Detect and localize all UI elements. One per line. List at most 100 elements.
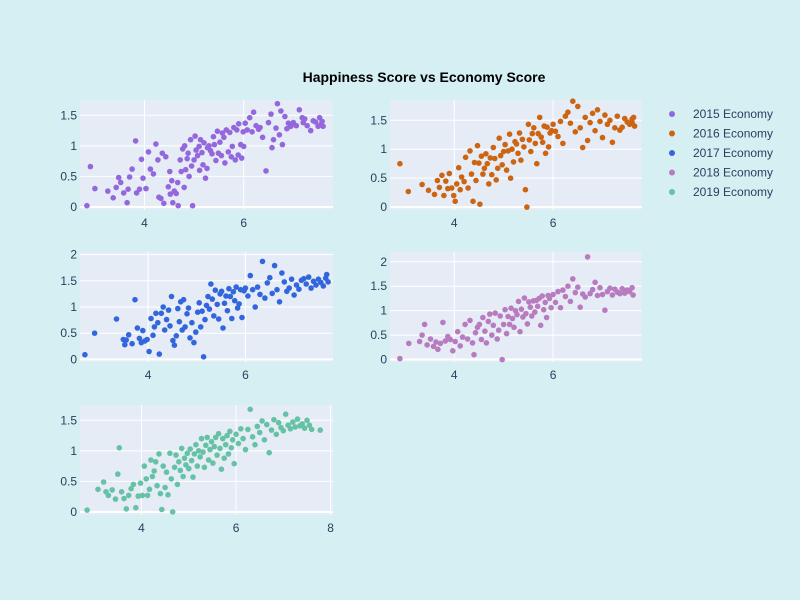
data-point[interactable] — [147, 166, 154, 172]
data-point[interactable] — [397, 355, 403, 362]
data-point[interactable] — [273, 431, 280, 438]
data-point[interactable] — [125, 332, 132, 338]
data-point[interactable] — [467, 148, 473, 154]
data-point[interactable] — [136, 186, 143, 192]
data-point[interactable] — [185, 305, 192, 311]
data-point[interactable] — [191, 339, 197, 346]
data-point[interactable] — [184, 311, 190, 317]
data-point[interactable] — [218, 466, 225, 473]
data-point[interactable] — [570, 276, 576, 282]
data-point[interactable] — [170, 199, 176, 206]
data-point[interactable] — [587, 290, 593, 297]
data-point[interactable] — [176, 318, 183, 325]
data-point[interactable] — [229, 143, 236, 150]
data-point[interactable] — [604, 121, 611, 128]
data-point[interactable] — [150, 332, 156, 339]
data-point[interactable] — [532, 309, 538, 315]
data-point[interactable] — [146, 486, 153, 493]
data-point[interactable] — [526, 137, 533, 143]
data-point[interactable] — [193, 147, 199, 153]
data-point[interactable] — [214, 128, 221, 134]
data-point[interactable] — [228, 154, 235, 160]
data-point[interactable] — [174, 481, 181, 488]
data-point[interactable] — [209, 296, 216, 302]
data-point[interactable] — [177, 467, 184, 474]
data-point[interactable] — [582, 294, 588, 300]
data-point[interactable] — [296, 107, 303, 113]
data-point[interactable] — [282, 113, 288, 120]
data-point[interactable] — [205, 457, 212, 463]
data-point[interactable] — [592, 127, 598, 134]
data-point[interactable] — [91, 330, 98, 337]
data-point[interactable] — [195, 448, 202, 454]
data-point[interactable] — [205, 293, 211, 300]
data-point[interactable] — [524, 321, 531, 327]
data-point[interactable] — [220, 325, 226, 331]
data-point[interactable] — [204, 165, 210, 172]
data-point[interactable] — [193, 441, 199, 448]
data-point[interactable] — [471, 159, 478, 166]
data-point[interactable] — [509, 146, 515, 152]
data-point[interactable] — [499, 356, 506, 363]
data-point[interactable] — [180, 473, 186, 480]
data-point[interactable] — [137, 480, 144, 487]
data-point[interactable] — [629, 284, 635, 291]
data-point[interactable] — [238, 426, 244, 432]
data-point[interactable] — [539, 139, 546, 146]
data-point[interactable] — [185, 150, 191, 156]
data-point[interactable] — [234, 127, 240, 133]
data-point[interactable] — [153, 310, 159, 317]
data-point[interactable] — [526, 299, 532, 305]
data-point[interactable] — [203, 442, 209, 449]
data-point[interactable] — [325, 279, 331, 285]
data-point[interactable] — [481, 165, 488, 172]
data-point[interactable] — [247, 272, 254, 279]
data-point[interactable] — [181, 455, 188, 462]
data-point[interactable] — [480, 171, 486, 177]
data-point[interactable] — [249, 434, 256, 440]
data-point[interactable] — [211, 313, 217, 319]
data-point[interactable] — [531, 125, 537, 131]
data-point[interactable] — [467, 317, 473, 324]
data-point[interactable] — [490, 144, 497, 151]
data-point[interactable] — [194, 463, 201, 469]
data-point[interactable] — [281, 279, 288, 285]
data-point[interactable] — [222, 441, 229, 448]
data-point[interactable] — [161, 327, 168, 333]
data-point[interactable] — [245, 426, 251, 433]
data-point[interactable] — [186, 173, 192, 180]
data-point[interactable] — [214, 301, 220, 308]
data-point[interactable] — [546, 295, 553, 302]
data-point[interactable] — [452, 338, 459, 345]
data-point[interactable] — [477, 201, 483, 207]
data-point[interactable] — [224, 432, 230, 439]
legend-item[interactable]: 2015 Economy — [669, 107, 773, 121]
data-point[interactable] — [196, 167, 203, 174]
data-point[interactable] — [430, 343, 437, 350]
data-point[interactable] — [110, 195, 116, 201]
data-point[interactable] — [527, 304, 534, 311]
data-point[interactable] — [275, 419, 282, 426]
data-point[interactable] — [557, 118, 564, 125]
data-point[interactable] — [630, 114, 637, 121]
data-point[interactable] — [208, 281, 214, 287]
data-point[interactable] — [163, 154, 169, 160]
data-point[interactable] — [500, 148, 507, 155]
data-point[interactable] — [211, 141, 218, 148]
data-point[interactable] — [168, 476, 175, 482]
data-point[interactable] — [148, 315, 154, 322]
data-point[interactable] — [231, 297, 238, 304]
data-point[interactable] — [536, 114, 543, 121]
data-point[interactable] — [317, 427, 324, 433]
data-point[interactable] — [575, 103, 581, 110]
data-point[interactable] — [503, 167, 510, 173]
data-point[interactable] — [584, 137, 591, 144]
data-point[interactable] — [506, 131, 513, 137]
data-point[interactable] — [192, 133, 198, 139]
data-point[interactable] — [259, 258, 266, 265]
data-point[interactable] — [424, 342, 430, 348]
data-point[interactable] — [433, 339, 439, 345]
data-point[interactable] — [232, 157, 239, 163]
data-point[interactable] — [140, 175, 146, 181]
data-point[interactable] — [276, 299, 283, 305]
